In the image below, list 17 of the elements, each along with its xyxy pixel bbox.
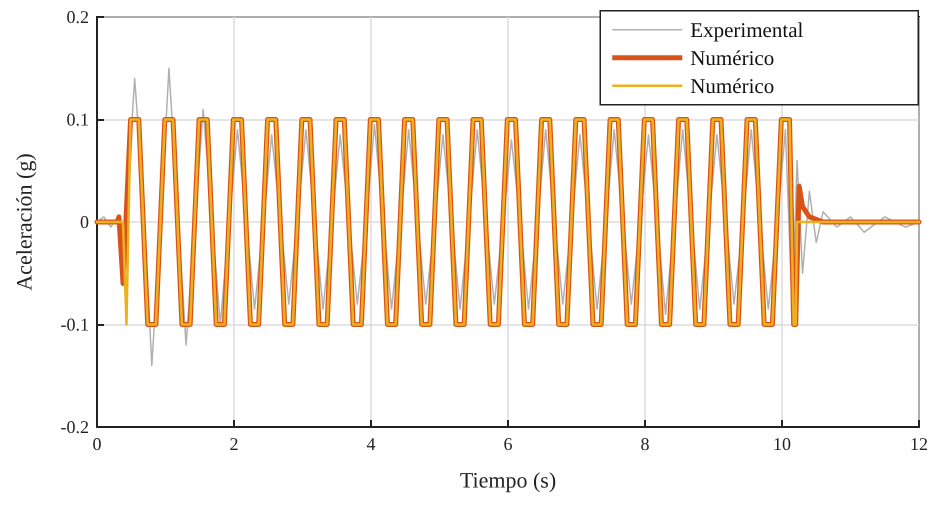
y-tick-label: -0.1 xyxy=(60,314,89,334)
legend-label: Experimental xyxy=(690,18,804,42)
y-tick-label: 0 xyxy=(80,212,89,232)
x-tick-label: 6 xyxy=(504,434,512,454)
x-tick-label: 8 xyxy=(640,434,650,454)
y-tick-label: 0.1 xyxy=(66,110,89,130)
y-axis-title: Aceleración (g) xyxy=(12,153,36,291)
legend-label: Numérico xyxy=(690,74,774,98)
x-tick-label: 2 xyxy=(230,434,238,454)
x-axis-title: Tiempo (s) xyxy=(460,468,556,492)
y-tick-label: -0.2 xyxy=(60,417,89,437)
x-tick-label: 10 xyxy=(773,434,791,454)
y-tick-label: 0.2 xyxy=(66,7,89,27)
x-tick-label: 12 xyxy=(910,434,928,454)
legend-label: Numérico xyxy=(690,46,774,70)
x-tick-label: 0 xyxy=(92,434,102,454)
x-tick-label: 4 xyxy=(366,434,376,454)
